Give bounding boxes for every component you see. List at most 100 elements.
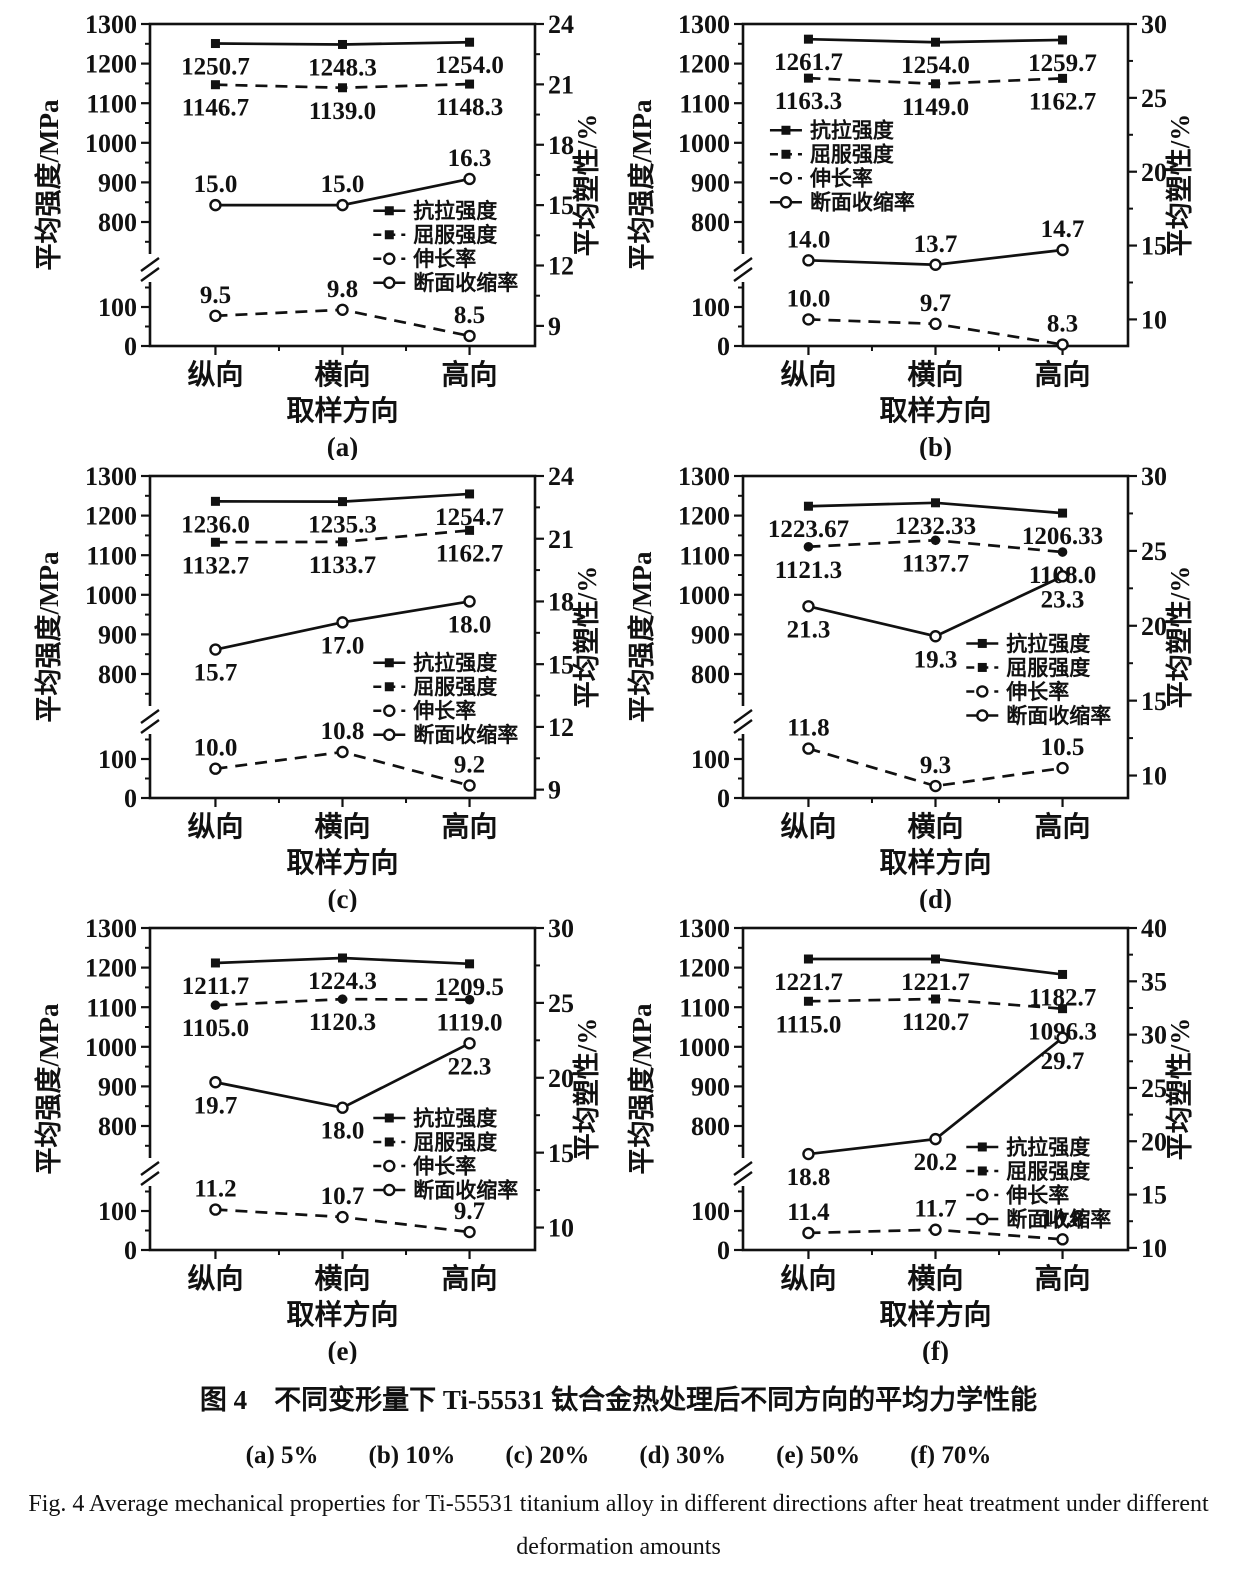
marker-filled-square-icon: [803, 34, 813, 44]
marker-open-circle-icon: [975, 685, 988, 698]
left-tick-label: 1200: [85, 50, 137, 79]
legend-label-yield-strength: 屈服强度: [413, 223, 497, 247]
legend-label-tensile-strength: 抗拉强度: [413, 651, 497, 675]
left-tick-label: 100: [691, 1197, 730, 1226]
marker-filled-square-icon: [384, 682, 394, 692]
category-label: 高向: [1034, 1263, 1090, 1295]
value-label: 18.0: [447, 611, 491, 638]
value-label: 11.8: [787, 715, 829, 742]
x-axis-title: 取样方向: [879, 846, 991, 879]
axis-break-icon: [732, 1171, 753, 1186]
left-tick-label: 1000: [678, 581, 730, 610]
series-reduction-of-area: 14.0 13.7 14.7: [786, 216, 1084, 271]
value-label: 10.0: [193, 735, 237, 762]
marker-open-circle-icon: [801, 1147, 815, 1161]
right-tick-label: 25: [1141, 537, 1167, 566]
category-label: 横向: [907, 811, 963, 843]
left-tick-label: 1000: [85, 581, 137, 610]
left-tick-label: 800: [98, 208, 137, 237]
legend-label-yield-strength: 屈服强度: [413, 675, 497, 699]
marker-filled-square-icon: [464, 489, 474, 499]
legend-label-elongation: 伸长率: [412, 699, 476, 723]
right-tick-label: 15: [548, 191, 574, 220]
axis-break-icon: [139, 709, 160, 724]
category-label: 横向: [314, 359, 370, 391]
left-tick-label: 1000: [678, 129, 730, 158]
value-label: 1133.7: [308, 552, 375, 579]
value-label: 17.0: [320, 632, 364, 659]
right-tick-label: 30: [1141, 10, 1167, 39]
marker-filled-square-icon: [977, 1166, 987, 1176]
left-tick-label: 1300: [85, 914, 137, 943]
marker-filled-square-icon: [977, 1142, 987, 1152]
value-label: 15.0: [193, 171, 237, 198]
value-label: 1120.3: [308, 1009, 375, 1036]
series-line: [807, 575, 1063, 638]
caption-chinese: 图 4 不同变形量下 Ti-55531 钛合金热处理后不同方向的平均力学性能: [199, 1385, 1038, 1415]
axis-break-icon: [732, 267, 753, 282]
axis-break-icon: [139, 1161, 160, 1176]
value-label: 1223.67: [767, 516, 848, 543]
value-label: 14.7: [1040, 216, 1084, 243]
right-tick-label: 20: [548, 1064, 574, 1093]
value-label: 18.8: [786, 1164, 830, 1191]
legend-label-tensile-strength: 抗拉强度: [1006, 1135, 1090, 1159]
value-label: 29.7: [1040, 1048, 1084, 1075]
subplot-tag: (f): [922, 1336, 949, 1364]
value-label: 1163.3: [774, 88, 841, 115]
legend-label-reduction-of-area: 断面收缩率: [413, 271, 518, 295]
category-label: 纵向: [780, 1263, 836, 1295]
caption-panel-labels: (a) 5% (b) 10% (c) 20% (d) 30% (e) 50% (…: [245, 1442, 992, 1469]
left-tick-label: 1000: [85, 129, 137, 158]
legend-label-reduction-of-area: 断面收缩率: [413, 723, 518, 747]
marker-filled-square-icon: [210, 537, 220, 547]
category-label: 纵向: [187, 359, 243, 391]
value-label: 1248.3: [308, 54, 377, 81]
marker-filled-square-icon: [930, 994, 940, 1004]
left-axis-title: 平均强度/MPa: [33, 1003, 64, 1174]
marker-open-circle-icon: [1055, 338, 1069, 351]
right-tick-label: 20: [1141, 612, 1167, 641]
value-label: 9.5: [199, 282, 230, 309]
value-label: 1224.3: [308, 968, 377, 995]
marker-filled-square-icon: [930, 498, 940, 508]
legend-label-tensile-strength: 抗拉强度: [1006, 632, 1090, 656]
left-tick-label: 800: [691, 208, 730, 237]
left-tick-label: 1300: [678, 914, 730, 943]
left-tick-label: 1100: [86, 993, 137, 1022]
subplot-a-chart: 1300120011001000900800100024211815129纵向横…: [33, 10, 602, 460]
right-tick-label: 9: [548, 776, 561, 805]
legend-label-reduction-of-area: 断面收缩率: [1006, 704, 1111, 728]
marker-open-circle-icon: [801, 1226, 815, 1240]
marker-filled-square-icon: [210, 39, 220, 49]
value-label: 8.3: [1046, 311, 1077, 338]
marker-open-circle-icon: [335, 198, 349, 212]
value-label: 19.7: [193, 1092, 237, 1119]
left-tick-label: 1200: [678, 50, 730, 79]
left-axis-title: 平均强度/MPa: [626, 99, 657, 270]
value-label: 1235.3: [308, 512, 377, 539]
marker-open-circle-icon: [208, 762, 222, 775]
legend-label-elongation: 伸长率: [412, 247, 476, 271]
value-label: 18.0: [320, 1118, 364, 1145]
marker-filled-square-icon: [384, 658, 394, 668]
series-elongation: 9.5 9.8 8.5: [199, 276, 485, 343]
right-tick-label: 30: [548, 914, 574, 943]
value-label: 1119.0: [436, 1010, 502, 1037]
left-tick-label: 1300: [678, 10, 730, 39]
right-tick-label: 15: [1141, 1181, 1167, 1210]
left-tick-label: 100: [98, 745, 137, 774]
left-tick-label: 1300: [85, 10, 137, 39]
marker-filled-square-icon: [1057, 508, 1067, 518]
right-tick-label: 18: [548, 588, 574, 617]
marker-filled-square-icon: [930, 79, 940, 89]
marker-open-circle-icon: [1055, 243, 1069, 257]
marker-open-circle-icon: [335, 616, 349, 629]
marker-open-circle-icon: [382, 704, 395, 717]
left-tick-label: 1200: [678, 954, 730, 983]
value-label: 11.2: [194, 1176, 236, 1203]
marker-open-circle-icon: [335, 1210, 349, 1224]
